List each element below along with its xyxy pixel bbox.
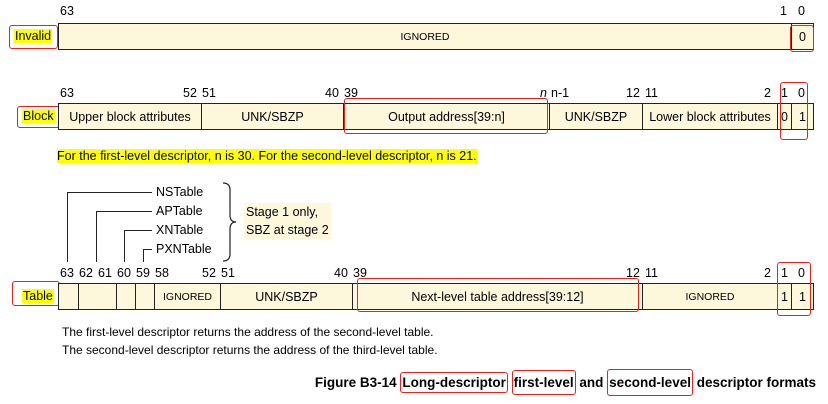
table-descriptor-row: IGNORED UNK/SBZP Next-level table addres… xyxy=(58,283,814,310)
footer-note: The first-level descriptor returns the a… xyxy=(62,325,434,339)
flag-aptable: APTable xyxy=(156,204,203,218)
field-bit1: 0 xyxy=(777,104,791,129)
bit-label: 1 xyxy=(781,86,788,100)
field-upper-block-attributes: Upper block attributes xyxy=(69,109,191,124)
field-nstable xyxy=(59,284,78,309)
bit-label: 1 xyxy=(780,4,787,18)
field-ignored: IGNORED xyxy=(642,284,777,309)
field-lower-block-attributes: Lower block attributes xyxy=(642,104,777,129)
field-ignored: IGNORED xyxy=(400,30,450,43)
bit-label: 12 xyxy=(626,266,640,280)
footer-note: The second-level descriptor returns the … xyxy=(62,343,438,357)
row-label-table: Table xyxy=(22,289,54,303)
bit-label: 60 xyxy=(117,266,131,280)
flag-pxntable: PXNTable xyxy=(156,242,212,256)
field-aptable xyxy=(78,284,116,309)
field-unk-sbzp: UNK/SBZP xyxy=(549,104,642,129)
row-label-invalid: Invalid xyxy=(14,29,53,43)
bit-label: 63 xyxy=(60,86,74,100)
field-bit0: 1 xyxy=(791,104,813,129)
row-label-block: Block xyxy=(22,109,55,123)
figure-caption: Figure B3-14 Long-descriptor first-level… xyxy=(315,369,816,396)
bit-label: 62 xyxy=(79,266,93,280)
bit-label: 40 xyxy=(334,266,348,280)
bit-label: 51 xyxy=(221,266,235,280)
bit-label: 61 xyxy=(98,266,112,280)
bit-label: 63 xyxy=(60,4,74,18)
bit-label: 39 xyxy=(344,86,358,100)
n-value-note: For the first-level descriptor, n is 30.… xyxy=(57,149,477,163)
brace-icon xyxy=(222,182,237,262)
bit-label: 11 xyxy=(645,86,658,100)
bit-label: 52 xyxy=(183,86,197,100)
annotation-box xyxy=(777,262,811,316)
annotation-box xyxy=(17,106,62,128)
field-unk-sbzp: UNK/SBZP xyxy=(201,104,343,129)
annotation-box xyxy=(790,25,814,52)
bit-label: n-1 xyxy=(551,86,570,100)
bit-label: 0 xyxy=(798,266,805,280)
field-bit0: 0 xyxy=(791,24,813,49)
field-ignored: IGNORED xyxy=(154,284,220,309)
bit-label: n xyxy=(540,86,547,100)
annotation-box xyxy=(344,98,548,134)
bit-label: 40 xyxy=(325,86,339,100)
bit-label: 58 xyxy=(155,266,169,280)
bit-label: 59 xyxy=(136,266,150,280)
annotation-box xyxy=(12,281,60,306)
invalid-descriptor-row: IGNORED 0 xyxy=(58,23,814,50)
block-descriptor-row: Upper block attributes UNK/SBZP Output a… xyxy=(58,103,814,130)
bit-label: 0 xyxy=(798,4,805,18)
bit-label: 1 xyxy=(781,266,788,280)
field-pxntable xyxy=(135,284,154,309)
field-xntable xyxy=(116,284,135,309)
field-next-level-table-address: Next-level table address[39:12] xyxy=(352,284,642,309)
field-unk-sbzp: UNK/SBZP xyxy=(220,284,352,309)
bit-label: 12 xyxy=(626,86,640,100)
bit-label: 2 xyxy=(764,86,771,100)
stage-note: Stage 1 only, SBZ at stage 2 xyxy=(244,203,331,239)
bit-label: 52 xyxy=(202,266,216,280)
bit-label: 63 xyxy=(60,266,74,280)
annotation-box xyxy=(357,278,639,312)
bit-label: 51 xyxy=(202,86,216,100)
flag-xntable: XNTable xyxy=(156,223,204,237)
bit-label: 11 xyxy=(645,266,658,280)
flag-nstable: NSTable xyxy=(156,185,204,199)
field-bit0: 1 xyxy=(791,284,813,309)
bit-label: 0 xyxy=(798,86,805,100)
annotation-box xyxy=(9,25,58,49)
field-output-address: Output address[39:n] xyxy=(343,104,549,129)
bit-label: 2 xyxy=(764,266,771,280)
bit-label: 39 xyxy=(353,266,367,280)
annotation-box xyxy=(780,82,808,140)
